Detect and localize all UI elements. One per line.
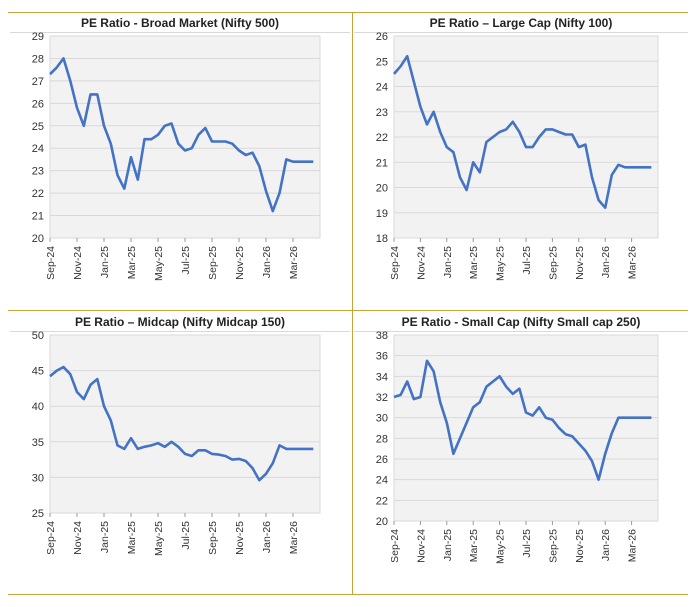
y-tick-label: 20 (376, 516, 388, 528)
x-tick-label: Sep-24 (45, 246, 57, 280)
y-tick-label: 26 (32, 98, 44, 110)
x-tick-label: Jul-25 (521, 246, 533, 275)
y-tick-label: 18 (376, 233, 388, 245)
divider-middle (8, 310, 688, 311)
x-tick-label: Jan-25 (99, 521, 111, 553)
x-tick-label: Mar-25 (126, 246, 138, 279)
x-tick-label: Jul-25 (180, 521, 192, 550)
y-tick-label: 22 (376, 132, 388, 144)
chart-panel-midcap: PE Ratio – Midcap (Nifty Midcap 150) 25 3… (10, 311, 350, 593)
y-tick-label: 25 (376, 56, 388, 68)
y-tick-label: 27 (32, 76, 44, 88)
x-tick-label: Sep-25 (547, 246, 559, 280)
x-tick-label: Sep-25 (207, 246, 219, 280)
x-tick-label: Sep-24 (389, 246, 401, 280)
x-tick-label: Nov-24 (415, 246, 427, 280)
x-tick-label: Sep-25 (207, 521, 219, 555)
y-tick-label: 24 (376, 82, 388, 94)
x-tick-label: Nov-25 (234, 246, 246, 280)
y-tick-label: 19 (376, 208, 388, 220)
x-tick-label: Jan-25 (442, 529, 454, 561)
x-tick-label: Sep-24 (389, 529, 401, 563)
y-tick-label: 32 (376, 392, 388, 404)
x-tick-label: Jan-26 (600, 529, 612, 561)
series-line (49, 57, 314, 213)
x-tick-label: Mar-26 (627, 529, 639, 562)
y-tick-label: 20 (32, 233, 44, 245)
x-tick-label: Jul-25 (180, 246, 192, 275)
y-tick-label: 36 (376, 351, 388, 363)
chart-panel-broad-market: PE Ratio - Broad Market (Nifty 500) 20 21… (10, 12, 350, 308)
chart-svg: 18 19 20 21 22 23 24 25 26 Sep-24 Nov-24 Jan-25 Mar-… (376, 31, 659, 281)
chart-title: PE Ratio - Broad Market (Nifty 500) (10, 14, 350, 33)
y-tick-label: 28 (376, 433, 388, 445)
divider-vertical (352, 12, 353, 594)
x-tick-label: Mar-25 (126, 521, 138, 554)
x-tick-label: Nov-25 (234, 521, 246, 555)
x-tick-label: Jul-25 (521, 529, 533, 558)
x-tick-label: Mar-26 (288, 521, 300, 554)
x-tick-label: Mar-26 (627, 246, 639, 279)
y-tick-label: 23 (32, 166, 44, 178)
y-tick-label: 45 (32, 366, 44, 378)
x-tick-label: Mar-25 (468, 529, 480, 562)
divider-bottom (8, 594, 688, 595)
x-tick-label: Jan-26 (600, 246, 612, 278)
x-tick-label: May-25 (495, 529, 507, 564)
y-tick-label: 20 (376, 183, 388, 195)
x-tick-label: Sep-25 (547, 529, 559, 563)
y-tick-label: 26 (376, 31, 388, 43)
y-tick-label: 38 (376, 330, 388, 342)
x-tick-label: May-25 (495, 246, 507, 281)
chart-panel-large-cap: PE Ratio – Large Cap (Nifty 100) 18 19 20 2… (354, 12, 688, 308)
divider-top (8, 12, 688, 13)
chart-title: PE Ratio - Small Cap (Nifty Small cap 25… (354, 313, 688, 332)
chart-svg: 20 22 24 26 28 30 32 34 36 38 Sep-24 Nov-24 Jan-25 Ma… (376, 330, 659, 564)
x-tick-label: Nov-25 (574, 246, 586, 280)
x-tick-label: Sep-24 (45, 521, 57, 555)
chart-panel-small-cap: PE Ratio - Small Cap (Nifty Small cap 25… (354, 311, 688, 593)
y-tick-label: 35 (32, 437, 44, 449)
series-line (393, 359, 652, 481)
y-tick-label: 26 (376, 454, 388, 466)
y-tick-label: 30 (376, 413, 388, 425)
x-tick-label: Nov-24 (72, 521, 84, 555)
x-tick-label: May-25 (153, 246, 165, 281)
y-tick-label: 34 (376, 371, 388, 383)
y-tick-label: 21 (32, 211, 44, 223)
series-line (393, 54, 652, 209)
x-tick-label: Nov-24 (415, 529, 427, 563)
y-tick-label: 25 (32, 508, 44, 520)
x-tick-label: Nov-24 (72, 246, 84, 280)
y-tick-label: 30 (32, 472, 44, 484)
x-tick-label: Jan-26 (261, 246, 273, 278)
chart-title: PE Ratio – Midcap (Nifty Midcap 150) (10, 313, 350, 332)
x-tick-label: Nov-25 (574, 529, 586, 563)
chart-svg: 20 21 22 23 24 25 26 27 28 29 Sep-24 Nov-24 Jan-25 Ma… (32, 31, 321, 281)
y-tick-label: 23 (376, 107, 388, 119)
y-tick-label: 29 (32, 31, 44, 43)
y-tick-label: 50 (32, 330, 44, 342)
series-line (49, 365, 314, 482)
plot-area (49, 334, 321, 514)
y-tick-label: 24 (376, 475, 388, 487)
x-tick-label: May-25 (153, 521, 165, 556)
y-tick-label: 40 (32, 401, 44, 413)
y-tick-label: 22 (376, 495, 388, 507)
y-tick-label: 25 (32, 121, 44, 133)
y-tick-label: 21 (376, 157, 388, 169)
x-tick-label: Mar-26 (288, 246, 300, 279)
plot-area (393, 334, 659, 522)
x-tick-label: Jan-25 (99, 246, 111, 278)
x-tick-label: Jan-25 (442, 246, 454, 278)
x-tick-label: Jan-26 (261, 521, 273, 553)
plot-area (49, 35, 321, 239)
chart-svg: 25 30 35 40 45 50 Sep-24 Nov-24 Jan-25 Mar-25 May-… (32, 330, 321, 556)
y-tick-label: 22 (32, 188, 44, 200)
y-tick-label: 24 (32, 143, 44, 155)
y-tick-label: 28 (32, 53, 44, 65)
x-tick-label: Mar-25 (468, 246, 480, 279)
chart-title: PE Ratio – Large Cap (Nifty 100) (354, 14, 688, 33)
